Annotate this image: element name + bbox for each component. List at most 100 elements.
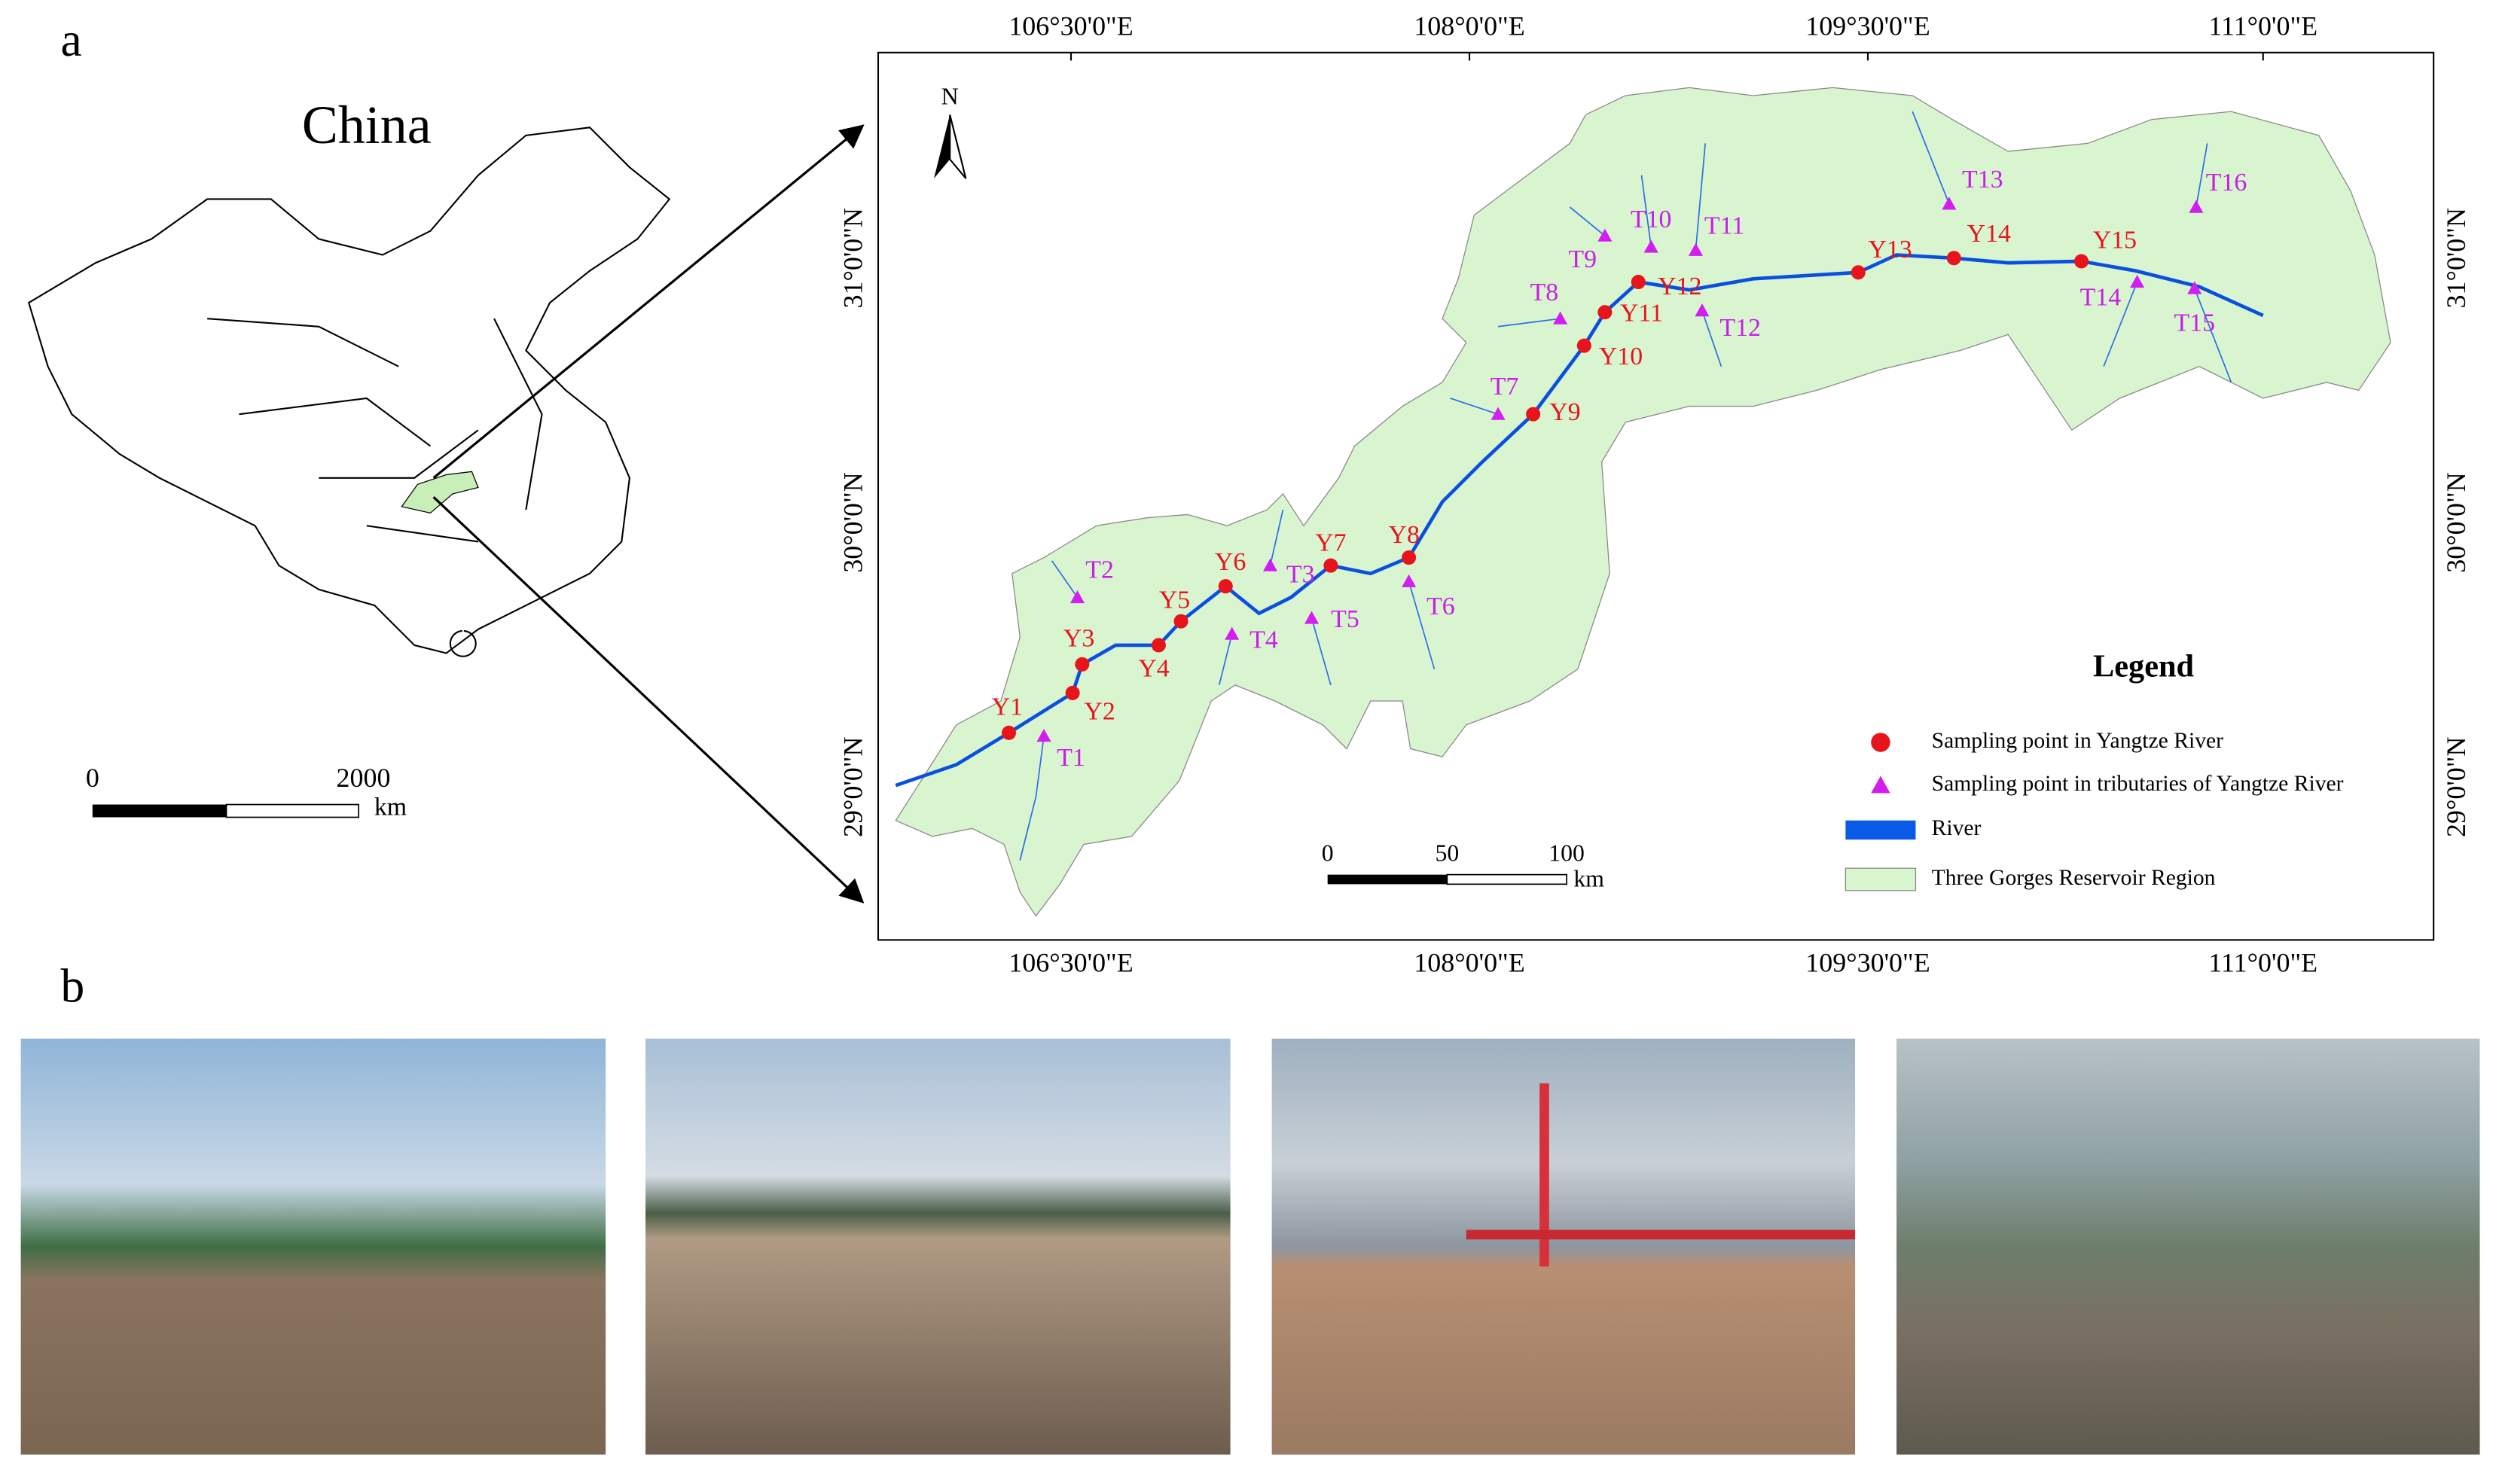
point-label: T4 (1250, 626, 1278, 654)
legend-title: Legend (2093, 648, 2194, 684)
tributary (1269, 509, 1284, 566)
scale-unit: km (1573, 865, 1604, 891)
tributary-point (2130, 275, 2145, 288)
legend-symbol (1871, 733, 1890, 752)
tributary-point (1553, 311, 1568, 325)
yangtze-point (1151, 638, 1166, 653)
point-label: Y9 (1549, 398, 1580, 426)
tributary (1218, 633, 1233, 686)
point-label: T9 (1568, 245, 1597, 273)
point-label: T15 (2174, 309, 2215, 337)
point-label: T6 (1426, 593, 1455, 620)
scale-label: 2000 (337, 763, 391, 793)
yangtze-point (1526, 407, 1541, 422)
lat-label: 29°0'0"N (2441, 737, 2471, 837)
lat-label: 30°0'0"N (2441, 472, 2471, 572)
yangtze-point (1631, 275, 1646, 290)
legend-label: Three Gorges Reservoir Region (1932, 866, 2216, 890)
point-label: Y13 (1868, 236, 1912, 264)
yangtze-point (1851, 265, 1866, 280)
china-title: China (302, 95, 432, 155)
yangtze-point (2074, 254, 2089, 269)
point-label: T5 (1331, 605, 1359, 633)
point-label: Y6 (1215, 548, 1246, 576)
tributary (1497, 318, 1561, 328)
point-label: T3 (1286, 561, 1315, 589)
tributary (1912, 111, 1950, 205)
arrow (432, 124, 865, 480)
point-label: Y11 (1620, 300, 1663, 328)
scale-unit: km (374, 794, 407, 821)
lon-label: 109°30'0"E (1805, 11, 1930, 41)
tributary (2103, 282, 2138, 367)
point-label: Y1 (992, 693, 1023, 721)
tributary (1640, 175, 1652, 248)
yangtze-point (1173, 614, 1188, 629)
tributary (1569, 206, 1606, 236)
point-label: T13 (1962, 166, 2003, 193)
tributary-point (1225, 626, 1240, 640)
north-label: N (941, 83, 959, 109)
tributary-point (1402, 574, 1417, 587)
yangtze-point (1075, 657, 1090, 672)
legend-symbol (1844, 867, 1917, 891)
lat-label: 31°0'0"N (2441, 208, 2471, 308)
point-label: Y8 (1389, 521, 1420, 549)
lon-label: 109°30'0"E (1805, 948, 1930, 978)
scale-label: 0 (86, 763, 99, 793)
scale-bar (225, 803, 360, 818)
tributary-point (2189, 200, 2204, 213)
yangtze-point (1323, 558, 1338, 573)
bridge-deck (1466, 1230, 1856, 1240)
point-label: T16 (2206, 169, 2247, 197)
tributary (1311, 617, 1332, 686)
scale-bar (1446, 873, 1567, 885)
photo (1896, 1038, 2480, 1455)
point-label: Y3 (1063, 624, 1094, 652)
tributary-point (1597, 228, 1613, 242)
tributary (1695, 143, 1707, 251)
reservoir-region (895, 87, 2391, 917)
tributary-point (1695, 303, 1710, 317)
panel-label: a (61, 13, 82, 66)
legend-symbol (1871, 776, 1890, 794)
tributary-point (1304, 611, 1320, 624)
point-label: T10 (1631, 206, 1672, 233)
tributary-point (1942, 197, 1957, 210)
yangtze-point (1402, 550, 1417, 565)
legend-label: River (1932, 816, 1982, 840)
scale-label: 100 (1549, 840, 1585, 867)
lon-label: 106°30'0"E (1008, 948, 1133, 978)
river (895, 253, 2264, 788)
lon-label: 108°0'0"E (1414, 948, 1524, 978)
lon-label: 111°0'0"E (2208, 11, 2317, 41)
arrow (432, 496, 865, 904)
tributary-point (1688, 242, 1703, 256)
point-label: T14 (2080, 284, 2122, 312)
photo (645, 1038, 1231, 1455)
lon-label: 106°30'0"E (1008, 11, 1133, 41)
point-label: Y15 (2093, 226, 2137, 254)
tributary-point (1491, 407, 1506, 420)
point-label: T12 (1719, 314, 1761, 342)
china-outline (27, 126, 671, 657)
tributary (1408, 581, 1436, 669)
photo (20, 1038, 606, 1455)
yangtze-point (1946, 251, 1961, 266)
yangtze-point (1065, 685, 1080, 700)
point-label: T11 (1704, 212, 1744, 239)
yangtze-point (1001, 725, 1017, 740)
point-label: Y2 (1084, 698, 1115, 726)
scale-label: 50 (1436, 840, 1460, 867)
lat-label: 30°0'0"N (838, 472, 868, 572)
tributary (1450, 398, 1499, 415)
scale-bar (92, 804, 227, 818)
north-arrow (949, 114, 967, 179)
yangtze-point (1218, 579, 1233, 594)
tributary (1051, 560, 1079, 598)
point-label: Y10 (1599, 343, 1643, 370)
tributary (2195, 143, 2208, 208)
scale-bar (1327, 874, 1448, 885)
bridge-tower (1539, 1083, 1549, 1267)
